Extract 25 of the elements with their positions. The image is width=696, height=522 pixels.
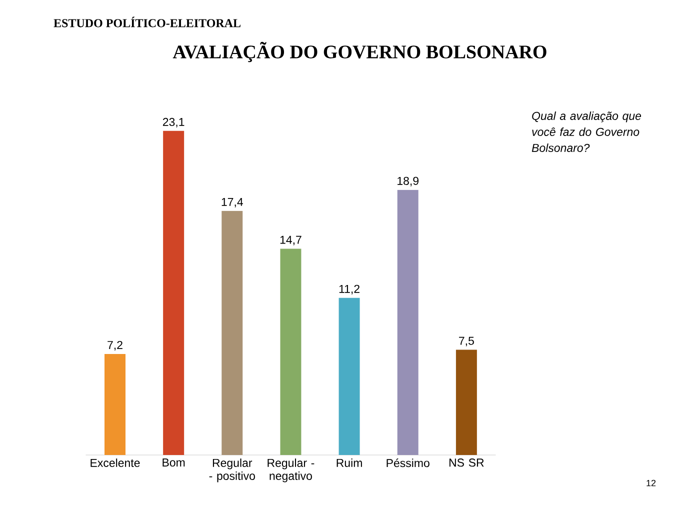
x-tick-label: Ruim bbox=[336, 458, 362, 467]
x-tick-label: Péssimo bbox=[386, 458, 430, 468]
data-label: 18,9 bbox=[398, 176, 419, 186]
chart-title: AVALIAÇÃO DO GOVERNO BOLSONARO bbox=[172, 42, 546, 62]
bar bbox=[397, 190, 418, 455]
text: Qual a avaliação que você faz do Governo Bolsonaro? bbox=[532, 112, 642, 152]
x-tick-label: Excelente bbox=[90, 458, 140, 467]
text: 12 bbox=[646, 480, 656, 486]
x-tick-label: Regular - positivo bbox=[209, 458, 255, 482]
bar bbox=[456, 350, 477, 455]
x-tick-label: Bom bbox=[162, 458, 185, 467]
data-label: 7,5 bbox=[459, 336, 474, 346]
bar bbox=[163, 130, 184, 455]
data-label: 23,1 bbox=[162, 118, 184, 128]
bar bbox=[104, 354, 126, 455]
data-label: 17,4 bbox=[222, 198, 243, 208]
bar bbox=[338, 298, 360, 455]
bar bbox=[222, 210, 243, 455]
data-label: 14,7 bbox=[280, 236, 302, 246]
x-tick-label: Regular - negativo bbox=[268, 458, 314, 482]
x-tick-label: NS SR bbox=[449, 458, 484, 467]
data-label: 11,2 bbox=[339, 284, 360, 294]
data-label: 7,2 bbox=[108, 340, 122, 350]
chart-subtitle: ESTUDO POLÍTICO-ELEITORAL bbox=[54, 16, 241, 28]
bar bbox=[280, 248, 302, 455]
